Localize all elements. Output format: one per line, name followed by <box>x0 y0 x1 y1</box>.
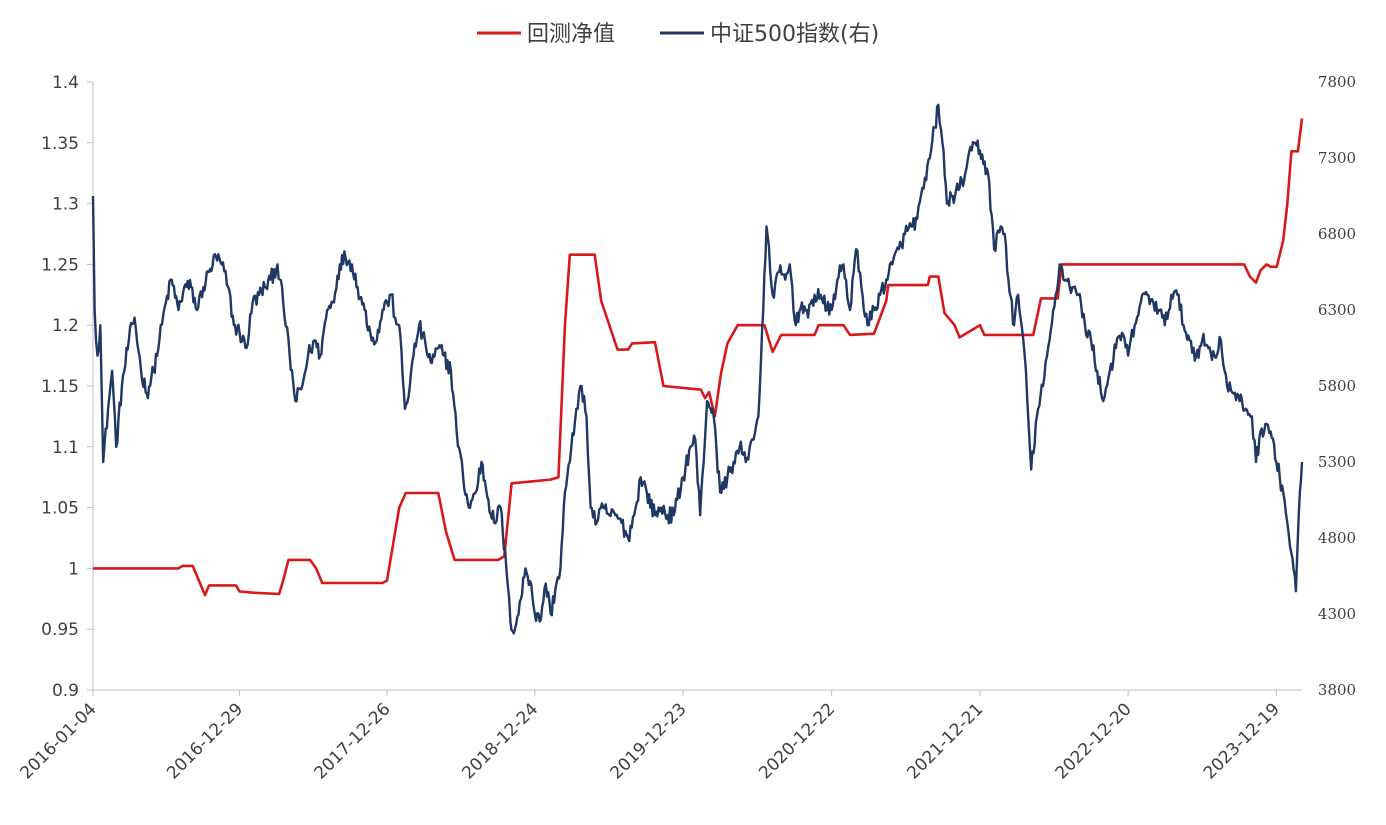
series-line-csi500 <box>91 103 1304 635</box>
y-left-tick-label: 1.35 <box>41 134 79 154</box>
y-right-tick-label: 5300 <box>1318 453 1356 471</box>
series-line-backtest-nav <box>93 118 1304 597</box>
y-left-tick-label: 1.4 <box>52 73 79 93</box>
x-tick-label: 2020-12-22 <box>755 699 839 783</box>
x-tick-label: 2023-12-19 <box>1200 699 1284 783</box>
y-right-tick-label: 6800 <box>1318 225 1356 243</box>
legend-label: 回测净值 <box>527 22 615 47</box>
y-right-tick-label: 5800 <box>1318 377 1356 395</box>
y-right-tick-label: 4800 <box>1318 529 1356 547</box>
y-right-tick-label: 7300 <box>1318 149 1356 167</box>
y-left-tick-label: 1 <box>68 559 79 579</box>
x-tick-label: 2018-12-24 <box>458 699 542 783</box>
y-right-tick-label: 3800 <box>1318 681 1356 699</box>
y-left-tick-label: 1.15 <box>41 377 79 397</box>
y-left-tick-label: 1.05 <box>41 499 79 519</box>
legend-label: 中证500指数(右) <box>710 22 879 47</box>
y-left-tick-label: 1.3 <box>52 195 79 215</box>
y-right-tick-label: 6300 <box>1318 301 1356 319</box>
x-tick-label: 2021-12-21 <box>903 699 987 783</box>
y-left-tick-label: 1.2 <box>52 316 79 336</box>
x-tick-label: 2019-12-23 <box>607 699 691 783</box>
x-tick-label: 2017-12-26 <box>311 699 395 783</box>
y-left-tick-label: 0.9 <box>52 681 79 701</box>
x-tick-label: 2016-12-29 <box>163 699 247 783</box>
y-left-tick-label: 1.25 <box>41 255 79 275</box>
chart-legend: 回测净值 中证500指数(右) <box>477 22 879 47</box>
chart-axes: 0.9 0.95 1 1.05 1.1 1.15 1.2 1.25 1.3 1.35 1.4 3800… <box>17 73 1357 783</box>
chart-plot-area <box>91 103 1304 635</box>
y-left-tick-label: 0.95 <box>41 620 79 640</box>
y-right-tick-label: 7800 <box>1318 73 1356 91</box>
y-right-tick-label: 4300 <box>1318 605 1356 623</box>
x-tick-label: 2016-01-04 <box>17 699 101 783</box>
y-left-tick-label: 1.1 <box>52 438 79 458</box>
x-tick-label: 2022-12-20 <box>1052 699 1136 783</box>
